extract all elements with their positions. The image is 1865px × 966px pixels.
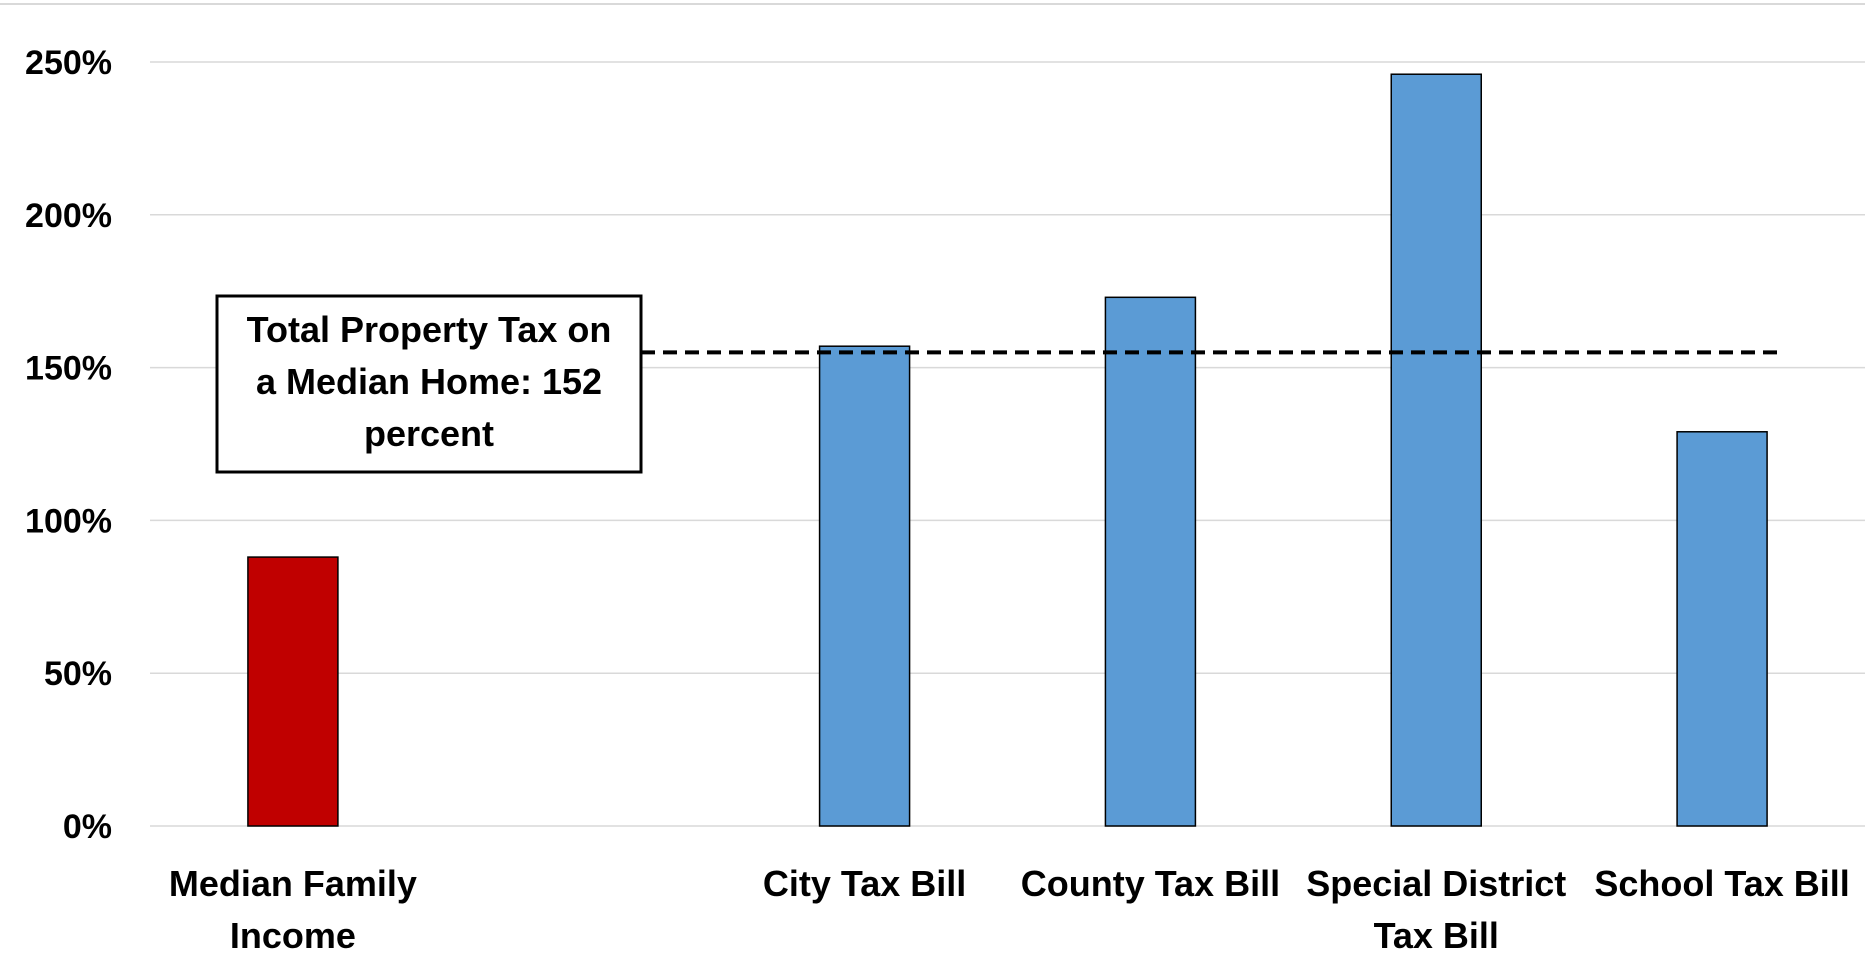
- category-labels: Median Family Income City Tax Bill County T…: [169, 863, 1850, 956]
- y-tick-label: 200%: [25, 197, 112, 235]
- bar-3: [1104, 296, 1197, 827]
- bar-2: [818, 345, 911, 827]
- bar-5: [1676, 431, 1768, 827]
- category-label: Special District: [1306, 863, 1566, 904]
- bars: [247, 73, 1768, 827]
- y-tick-label: 50%: [44, 655, 112, 693]
- reference-annotation: Total Property Tax on a Median Home: 152 p…: [215, 294, 643, 474]
- annotation-line: Total Property Tax on: [247, 309, 612, 350]
- category-label: City Tax Bill: [763, 863, 966, 904]
- category-label: County Tax Bill: [1021, 863, 1280, 904]
- y-tick-label: 250%: [25, 44, 112, 82]
- annotation-line: a Median Home: 152: [256, 361, 602, 402]
- category-label: School Tax Bill: [1594, 863, 1849, 904]
- category-label: Tax Bill: [1374, 915, 1499, 956]
- y-tick-label: 150%: [25, 350, 112, 388]
- annotation-box: [215, 294, 643, 474]
- annotation-line: percent: [364, 413, 494, 454]
- y-tick-label: 0%: [63, 808, 112, 846]
- y-axis-tick-labels: 0% 50% 100% 150% 200% 250%: [25, 44, 112, 846]
- bar-0: [247, 556, 339, 827]
- y-tick-label: 100%: [25, 502, 112, 540]
- category-label: Median Family: [169, 863, 417, 904]
- category-label: Income: [230, 915, 356, 956]
- bar-4: [1390, 73, 1482, 827]
